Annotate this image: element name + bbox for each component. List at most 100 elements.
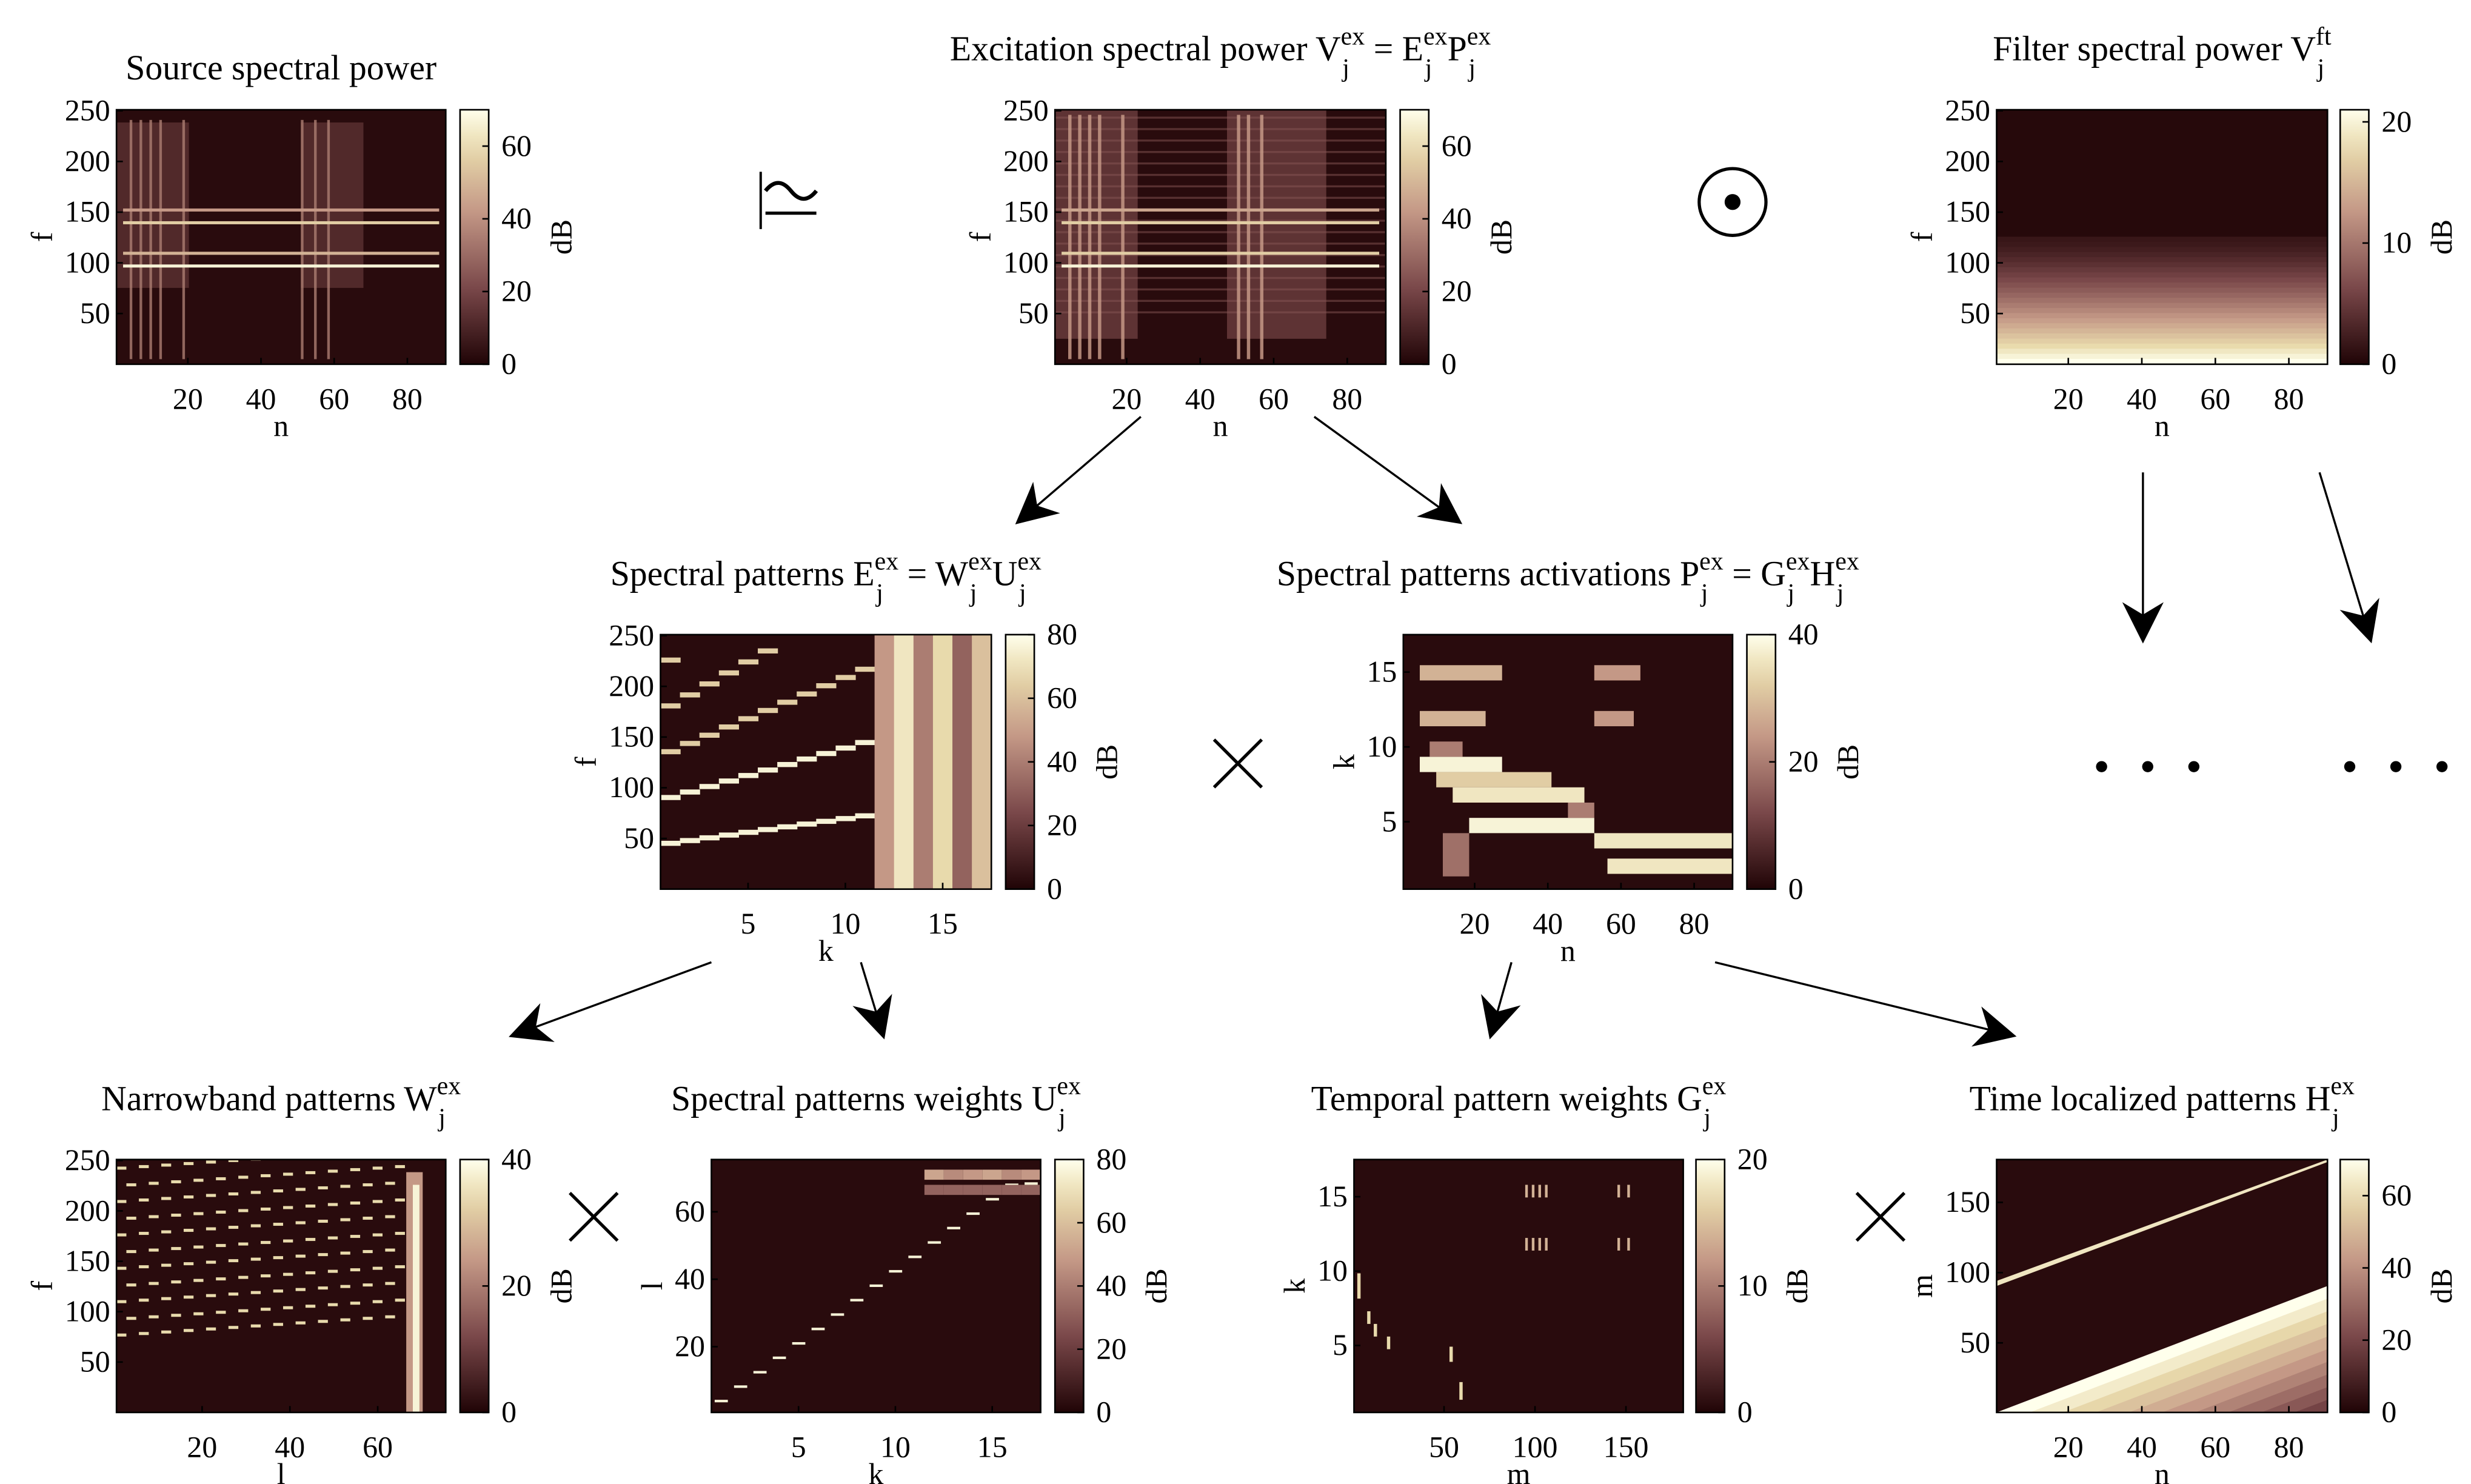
heatmap-cell [738, 716, 758, 721]
heatmap-cell [161, 1163, 171, 1166]
dot [2344, 761, 2355, 772]
title-subscript: j [1467, 55, 1476, 82]
heatmap-cell [123, 264, 439, 267]
y-tick-label: 5 [1332, 1328, 1348, 1362]
heatmap-cell [123, 209, 439, 212]
x-tick-label: 20 [187, 1430, 217, 1463]
heatmap-cell [193, 1246, 203, 1249]
heatmap-cell [1996, 329, 2327, 334]
x-tick-label: 20 [1112, 382, 1142, 415]
figure: Source spectral power2040608050100150200… [0, 0, 2471, 1484]
heatmap-cell [229, 1292, 238, 1295]
heatmap-cell [171, 1247, 181, 1250]
y-tick-label: 50 [80, 296, 110, 330]
y-tick-label: 10 [1317, 1254, 1348, 1288]
title-subscript: j [1018, 580, 1026, 607]
heatmap-cell [340, 1252, 350, 1255]
x-tick-label: 60 [1259, 382, 1289, 415]
heatmap-cell [171, 1180, 181, 1183]
heatmap-cell [797, 757, 817, 761]
heatmap-cell [126, 1283, 136, 1286]
colorbar-label: dB [545, 1268, 578, 1303]
heatmap-cell [1996, 359, 2327, 364]
colorbar [2340, 1160, 2369, 1412]
heatmap-cell [1237, 115, 1240, 359]
heatmap-cell [123, 252, 439, 255]
heatmap-cell [1055, 128, 1386, 130]
colorbar-tick-label: 40 [501, 1142, 532, 1175]
title-text: = G [1724, 555, 1786, 593]
heatmap-cell [161, 1264, 171, 1267]
heatmap-cell [238, 1209, 248, 1212]
times-symbol [1214, 740, 1262, 787]
heatmap-cell [373, 1300, 383, 1303]
x-tick-label: 80 [392, 382, 423, 415]
heatmap-cell [1098, 115, 1101, 359]
heatmap-cell [1617, 1238, 1620, 1251]
heatmap-cell [395, 1198, 405, 1202]
heatmap-cell [1532, 1185, 1534, 1197]
heatmap-cell [1443, 833, 1469, 876]
heatmap-cell [328, 1169, 338, 1172]
x-tick-label: 5 [791, 1430, 806, 1463]
heatmap-cell [1459, 1382, 1462, 1400]
heatmap-cell [660, 795, 680, 800]
heatmap-cell [1055, 277, 1386, 279]
title-text: Source spectral power [125, 49, 436, 87]
heatmap-cell [719, 832, 739, 837]
heatmap-cell [229, 1192, 238, 1195]
title-superscript: ex [1835, 547, 1859, 575]
colorbar-tick-label: 0 [2381, 1395, 2396, 1429]
heatmap-cell [1627, 1238, 1630, 1251]
panel: Source spectral power2040608050100150200… [25, 49, 578, 443]
y-tick-label: 150 [1945, 195, 1990, 229]
heatmap-cell [1062, 264, 1379, 267]
heatmap-cell [296, 1322, 306, 1325]
heatmap-image [1354, 1160, 1683, 1412]
heatmap-cell [238, 1175, 248, 1178]
heatmap-cell [385, 1315, 395, 1319]
arrow [512, 962, 711, 1035]
y-tick-label: 15 [1366, 655, 1397, 688]
title-subscript: j [2331, 1105, 2339, 1132]
heatmap-cell [318, 1220, 328, 1223]
heatmap-cell [139, 1198, 149, 1202]
chart-title: Temporal pattern weights Gexj [1311, 1072, 1727, 1132]
title-text: Temporal pattern weights G [1311, 1080, 1702, 1118]
heatmap-cell [385, 1215, 395, 1218]
heatmap-cell [1260, 115, 1263, 359]
heatmap-cell [261, 1241, 270, 1244]
heatmap-cell [715, 1400, 728, 1402]
heatmap-cell [340, 1218, 350, 1222]
x-tick-label: 40 [2127, 382, 2157, 415]
colorbar-tick-label: 0 [2381, 347, 2396, 381]
heatmap-cell [963, 1185, 983, 1195]
y-tick-label: 250 [65, 93, 110, 127]
colorbar-tick-label: 60 [1096, 1206, 1126, 1239]
y-tick-label: 150 [65, 195, 110, 229]
heatmap-cell [296, 1255, 306, 1258]
heatmap-cell [1420, 711, 1486, 726]
title-superscript: ft [2316, 22, 2332, 50]
dot [2188, 761, 2199, 772]
x-tick-label: 5 [741, 907, 756, 940]
heatmap-cell [296, 1222, 306, 1225]
heatmap-cell [413, 1185, 420, 1412]
heatmap-cell [206, 1328, 216, 1331]
heatmap-cell [261, 1174, 270, 1177]
heatmap-cell [1453, 787, 1584, 803]
heatmap-cell [928, 1241, 941, 1243]
x-tick-label: 60 [1606, 907, 1636, 940]
title-subscript: j [1787, 580, 1795, 607]
heatmap-cell [972, 635, 992, 889]
heatmap-cell [719, 778, 739, 783]
arrow [861, 962, 883, 1035]
heatmap-cell [184, 1162, 193, 1165]
heatmap-cell [385, 1148, 395, 1151]
heatmap-cell [116, 1334, 126, 1337]
heatmap-cell [116, 122, 189, 288]
heatmap-cell [1996, 247, 2327, 252]
panel: Filter spectral power Vftj20406080501001… [1905, 22, 2458, 442]
colorbar-tick-label: 20 [1096, 1332, 1126, 1365]
